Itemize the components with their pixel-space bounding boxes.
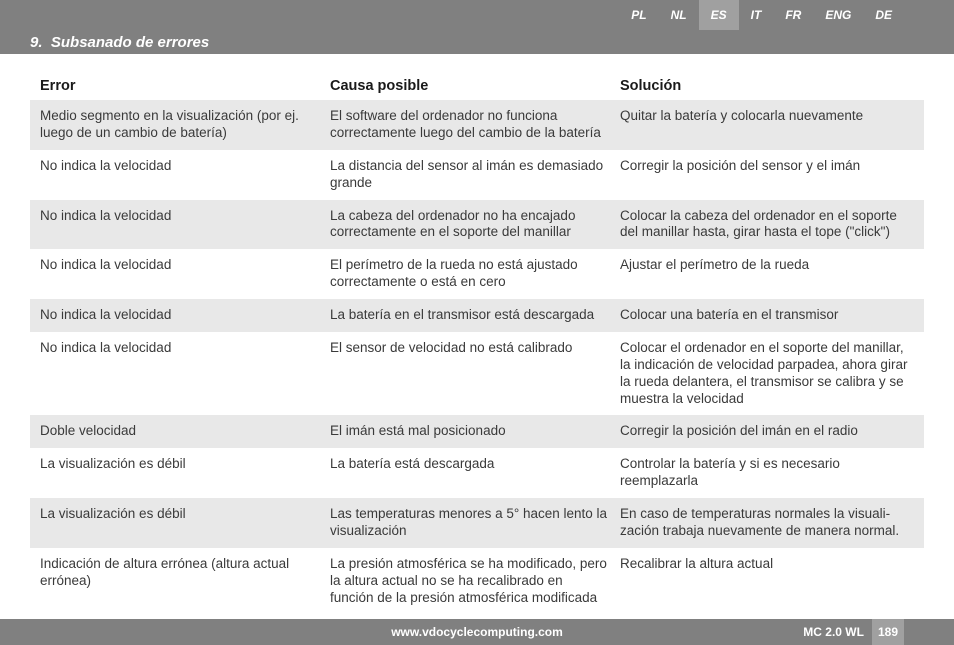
cell-error: No indica la velocidad bbox=[40, 208, 330, 242]
cell-solution: Recalibrar la altura actual bbox=[620, 556, 910, 607]
cell-error: No indica la velocidad bbox=[40, 307, 330, 324]
cell-cause: La presión atmosférica se ha modificado,… bbox=[330, 556, 620, 607]
cell-cause: El perímetro de la rueda no está ajustad… bbox=[330, 257, 620, 291]
cell-error: No indica la velocidad bbox=[40, 340, 330, 408]
lang-it[interactable]: IT bbox=[739, 0, 774, 30]
lang-pl[interactable]: PL bbox=[619, 0, 658, 30]
section-number: 9. bbox=[30, 34, 43, 51]
cell-cause: La batería en el transmisor está descarg… bbox=[330, 307, 620, 324]
lang-nl[interactable]: NL bbox=[659, 0, 699, 30]
table-row: La visualización es débilLas temperatura… bbox=[30, 498, 924, 548]
cell-solution: Corregir la posición del imán en el radi… bbox=[620, 423, 910, 440]
cell-error: Doble velocidad bbox=[40, 423, 330, 440]
cell-error: Medio segmento en la visualización (por … bbox=[40, 108, 330, 142]
cell-solution: Ajustar el perímetro de la rueda bbox=[620, 257, 910, 291]
footer-model: MC 2.0 WL bbox=[803, 625, 864, 639]
table-row: La visualización es débilLa batería está… bbox=[30, 448, 924, 498]
section-name: Subsanado de errores bbox=[51, 34, 209, 51]
cell-cause: La batería está descargada bbox=[330, 456, 620, 490]
footer-page-number: 189 bbox=[872, 619, 904, 645]
cell-error: La visualización es débil bbox=[40, 506, 330, 540]
section-header: 9. Subsanado de errores bbox=[0, 30, 954, 54]
lang-fr[interactable]: FR bbox=[773, 0, 813, 30]
table-row: No indica la velocidadLa distancia del s… bbox=[30, 150, 924, 200]
table-row: Doble velocidadEl imán está mal posicion… bbox=[30, 415, 924, 448]
cell-solution: Corregir la posición del sensor y el imá… bbox=[620, 158, 910, 192]
cell-error: La visualización es débil bbox=[40, 456, 330, 490]
lang-es[interactable]: ES bbox=[699, 0, 739, 30]
content-area: Error Causa posible Solución Medio segme… bbox=[0, 54, 954, 614]
table-row: No indica la velocidadLa batería en el t… bbox=[30, 299, 924, 332]
footer-bar: www.vdocyclecomputing.com MC 2.0 WL 189 bbox=[0, 619, 954, 645]
table-row: No indica la velocidadEl perímetro de la… bbox=[30, 249, 924, 299]
header-cause: Causa posible bbox=[330, 78, 620, 94]
table-row: Indicación de altura errónea (altura act… bbox=[30, 548, 924, 615]
header-solution: Solución bbox=[620, 78, 910, 94]
table-body: Medio segmento en la visualización (por … bbox=[30, 100, 924, 614]
header-error: Error bbox=[40, 78, 330, 94]
cell-cause: Las temperaturas menores a 5° hacen lent… bbox=[330, 506, 620, 540]
section-title: 9. Subsanado de errores bbox=[30, 34, 209, 51]
cell-solution: Colocar el ordenador en el soporte del m… bbox=[620, 340, 910, 408]
cell-cause: El software del ordenador no funciona co… bbox=[330, 108, 620, 142]
cell-error: No indica la velocidad bbox=[40, 158, 330, 192]
cell-solution: Colocar la cabeza del ordenador en el so… bbox=[620, 208, 910, 242]
table-row: No indica la velocidadLa cabeza del orde… bbox=[30, 200, 924, 250]
cell-solution: En caso de temperaturas normales la visu… bbox=[620, 506, 910, 540]
table-row: Medio segmento en la visualización (por … bbox=[30, 100, 924, 150]
cell-cause: La cabeza del ordenador no ha encajado c… bbox=[330, 208, 620, 242]
cell-solution: Quitar la batería y colocarla nuevamente bbox=[620, 108, 910, 142]
table-header-row: Error Causa posible Solución bbox=[30, 72, 924, 100]
cell-cause: El sensor de velocidad no está calibrado bbox=[330, 340, 620, 408]
cell-error: Indicación de altura errónea (altura act… bbox=[40, 556, 330, 607]
footer-right: MC 2.0 WL 189 bbox=[803, 619, 904, 645]
footer-url: www.vdocyclecomputing.com bbox=[391, 625, 563, 639]
table-row: No indica la velocidadEl sensor de veloc… bbox=[30, 332, 924, 416]
lang-de[interactable]: DE bbox=[863, 0, 904, 30]
cell-solution: Colocar una batería en el transmisor bbox=[620, 307, 910, 324]
language-bar: PLNLESITFRENGDE bbox=[0, 0, 954, 30]
cell-cause: La distancia del sensor al imán es demas… bbox=[330, 158, 620, 192]
cell-solution: Controlar la batería y si es necesario r… bbox=[620, 456, 910, 490]
lang-eng[interactable]: ENG bbox=[813, 0, 863, 30]
cell-error: No indica la velocidad bbox=[40, 257, 330, 291]
cell-cause: El imán está mal posicionado bbox=[330, 423, 620, 440]
